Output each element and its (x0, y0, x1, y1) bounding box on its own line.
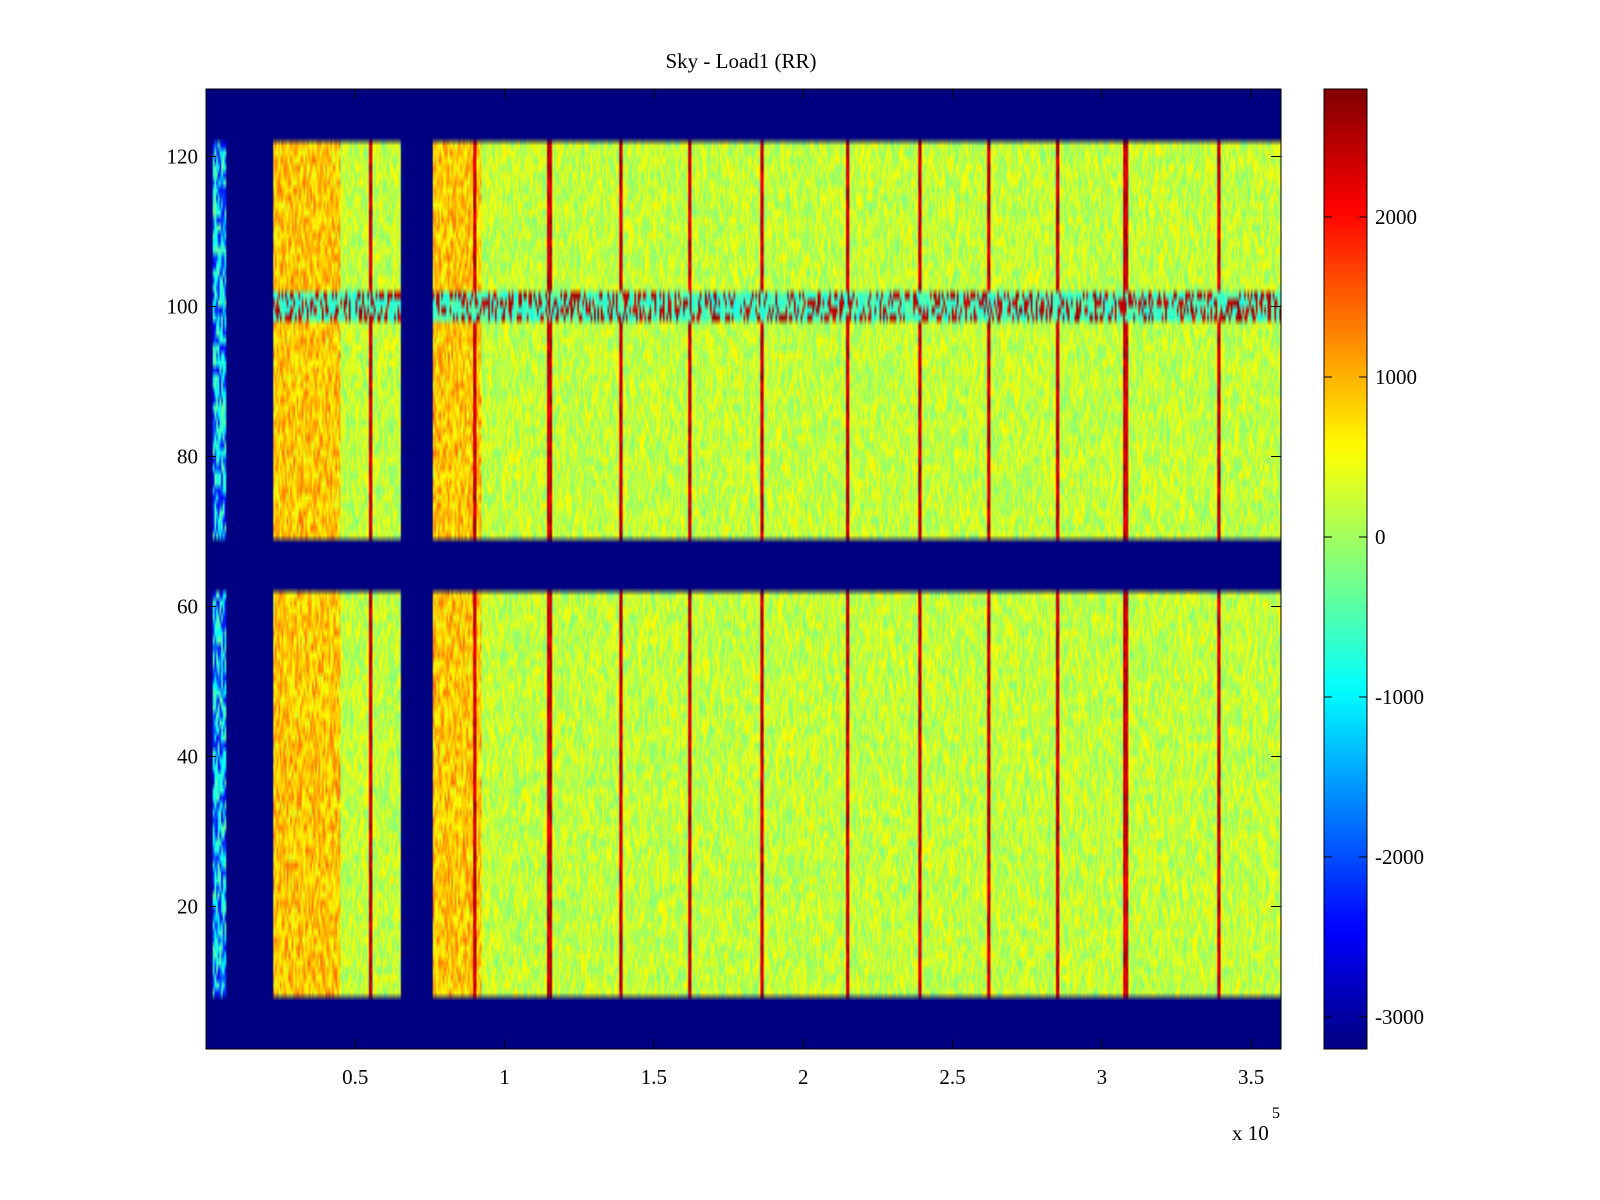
heatmap-plot: 0.5 1 1.5 2 2.5 3 3.5 20 40 60 80 100 120 (167, 88, 1282, 1089)
x-tick-label: 2.5 (939, 1065, 965, 1089)
y-tick-label: 20 (177, 895, 198, 919)
x-tick-label: 3.5 (1238, 1065, 1264, 1089)
x-tick-label: 0.5 (342, 1065, 368, 1089)
x-tick-label: 1.5 (641, 1065, 667, 1089)
colorbar-gradient (1324, 89, 1367, 1049)
colorbar-tick-label: -3000 (1375, 1005, 1424, 1029)
colorbar: -3000 -2000 -1000 0 1000 2000 (1323, 88, 1424, 1050)
x-axis-exponent-label: x 10 (1232, 1121, 1269, 1145)
colorbar-frame (1323, 88, 1368, 1050)
x-tick-label: 2 (798, 1065, 809, 1089)
y-tick-label: 100 (167, 295, 199, 319)
plot-frame (205, 88, 1282, 1050)
y-axis: 20 40 60 80 100 120 (167, 145, 1281, 919)
colorbar-ticks: -3000 -2000 -1000 0 1000 2000 (1324, 205, 1424, 1029)
chart-title: Sky - Load1 (RR) (665, 49, 816, 73)
x-axis: 0.5 1 1.5 2 2.5 3 3.5 (342, 89, 1264, 1089)
colorbar-tick-label: 0 (1375, 525, 1386, 549)
colorbar-tick-label: 1000 (1375, 365, 1417, 389)
colorbar-tick-label: -1000 (1375, 685, 1424, 709)
y-tick-label: 60 (177, 595, 198, 619)
y-tick-label: 40 (177, 745, 198, 769)
heatmap-image (206, 89, 1281, 1049)
y-tick-label: 80 (177, 445, 198, 469)
colorbar-tick-label: 2000 (1375, 205, 1417, 229)
colorbar-tick-label: -2000 (1375, 845, 1424, 869)
x-tick-label: 1 (499, 1065, 510, 1089)
y-tick-label: 120 (167, 145, 199, 169)
x-axis-exponent: 5 (1272, 1105, 1280, 1122)
x-tick-label: 3 (1097, 1065, 1108, 1089)
